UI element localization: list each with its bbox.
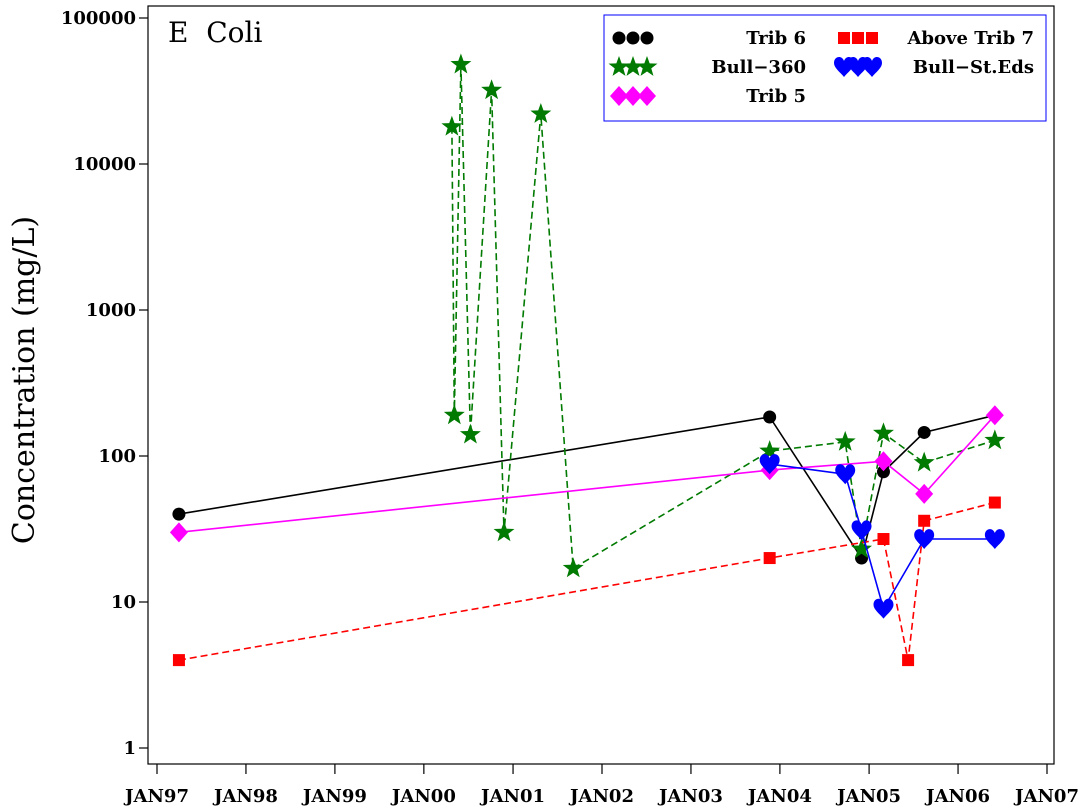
legend-item: Above Trib 7 bbox=[838, 28, 1034, 49]
y-tick-label: 100000 bbox=[61, 8, 136, 29]
plot-frame bbox=[147, 5, 1055, 765]
legend-item: Trib 6 bbox=[612, 28, 806, 49]
x-tick-label: JAN01 bbox=[479, 786, 545, 807]
data-point bbox=[873, 598, 894, 619]
legend-marker bbox=[612, 31, 626, 45]
legend-label: Bull−St.Eds bbox=[913, 57, 1034, 78]
series-layer bbox=[169, 53, 1006, 667]
data-point bbox=[481, 79, 503, 100]
data-point bbox=[902, 654, 915, 667]
y-axis: 1 10 100 1000 10000 100000 bbox=[61, 8, 148, 759]
legend-marker bbox=[866, 32, 878, 44]
legend-marker bbox=[624, 86, 642, 106]
legend-item: Bull−St.Eds bbox=[834, 57, 1034, 78]
data-point bbox=[873, 422, 894, 443]
series-line bbox=[769, 463, 995, 611]
data-point bbox=[441, 115, 463, 136]
legend-label: Trib 6 bbox=[746, 28, 806, 49]
data-point bbox=[450, 53, 472, 74]
data-point bbox=[874, 451, 893, 472]
data-point bbox=[172, 507, 186, 521]
legend-marker bbox=[626, 31, 640, 45]
y-tick-label: 10000 bbox=[73, 154, 136, 175]
y-tick-label: 100 bbox=[98, 446, 136, 467]
data-point bbox=[851, 520, 872, 541]
legend-marker bbox=[608, 56, 630, 76]
series-line bbox=[178, 414, 995, 560]
data-point bbox=[915, 483, 934, 504]
x-tick-label: JAN06 bbox=[924, 786, 990, 807]
x-tick-label: JAN07 bbox=[1013, 786, 1079, 807]
x-tick-label: JAN97 bbox=[123, 786, 189, 807]
x-tick-label: JAN02 bbox=[568, 786, 634, 807]
data-point bbox=[984, 429, 1006, 450]
legend-marker bbox=[862, 57, 882, 77]
legend-marker bbox=[640, 31, 654, 45]
data-point bbox=[459, 423, 481, 444]
data-point bbox=[913, 451, 935, 472]
x-tick-label: JAN03 bbox=[657, 786, 723, 807]
legend-marker bbox=[638, 86, 656, 106]
x-tick-label: JAN98 bbox=[212, 786, 278, 807]
data-point bbox=[918, 514, 931, 527]
data-point bbox=[759, 454, 780, 475]
legend-label: Trib 5 bbox=[746, 86, 806, 107]
legend-box bbox=[603, 14, 1047, 122]
data-point bbox=[876, 465, 890, 479]
data-point bbox=[759, 440, 781, 461]
series-bull-st-eds bbox=[759, 454, 1005, 619]
data-point bbox=[169, 522, 188, 543]
data-point bbox=[172, 654, 185, 667]
legend-label: Bull−360 bbox=[711, 57, 806, 78]
data-point bbox=[988, 496, 1001, 509]
y-tick-label: 10 bbox=[111, 592, 136, 613]
legend-marker bbox=[636, 56, 658, 76]
y-tick-label: 1000 bbox=[86, 300, 136, 321]
chart-title: E Coli bbox=[168, 16, 262, 49]
data-point bbox=[834, 430, 856, 451]
series-above-trib-7 bbox=[172, 496, 1001, 667]
x-axis: JAN97 JAN98 JAN99 JAN00 JAN01 JAN02 JAN03 JAN04… bbox=[123, 764, 1079, 807]
data-point bbox=[877, 533, 890, 546]
legend-label: Above Trib 7 bbox=[906, 28, 1034, 49]
data-point bbox=[984, 529, 1005, 550]
x-tick-label: JAN99 bbox=[301, 786, 367, 807]
data-point bbox=[530, 103, 552, 123]
y-axis-label: Concentration (mg/L) bbox=[7, 216, 42, 544]
legend: Trib 6 Above Trib 7 Bull−360 Bull−St.Eds Tri… bbox=[603, 14, 1047, 122]
data-point bbox=[985, 405, 1004, 426]
data-point bbox=[493, 521, 515, 542]
legend-marker bbox=[852, 32, 864, 44]
data-point bbox=[851, 538, 872, 559]
legend-marker bbox=[838, 32, 850, 44]
series-line bbox=[451, 64, 996, 570]
series-line bbox=[178, 501, 996, 661]
data-point bbox=[914, 529, 935, 550]
legend-marker bbox=[622, 56, 644, 76]
legend-item: Trib 5 bbox=[610, 86, 806, 107]
data-point bbox=[917, 425, 931, 439]
x-tick-label: JAN05 bbox=[835, 786, 901, 807]
series-bull-360 bbox=[441, 53, 1006, 578]
x-tick-label: JAN04 bbox=[746, 786, 812, 807]
data-point bbox=[562, 557, 584, 578]
data-point bbox=[763, 552, 776, 565]
legend-item: Bull−360 bbox=[608, 56, 806, 78]
data-point bbox=[835, 464, 856, 485]
legend-marker bbox=[610, 86, 628, 106]
data-point bbox=[443, 404, 465, 425]
y-tick-label: 1 bbox=[123, 738, 136, 759]
x-tick-label: JAN00 bbox=[390, 786, 456, 807]
data-point bbox=[763, 410, 777, 424]
